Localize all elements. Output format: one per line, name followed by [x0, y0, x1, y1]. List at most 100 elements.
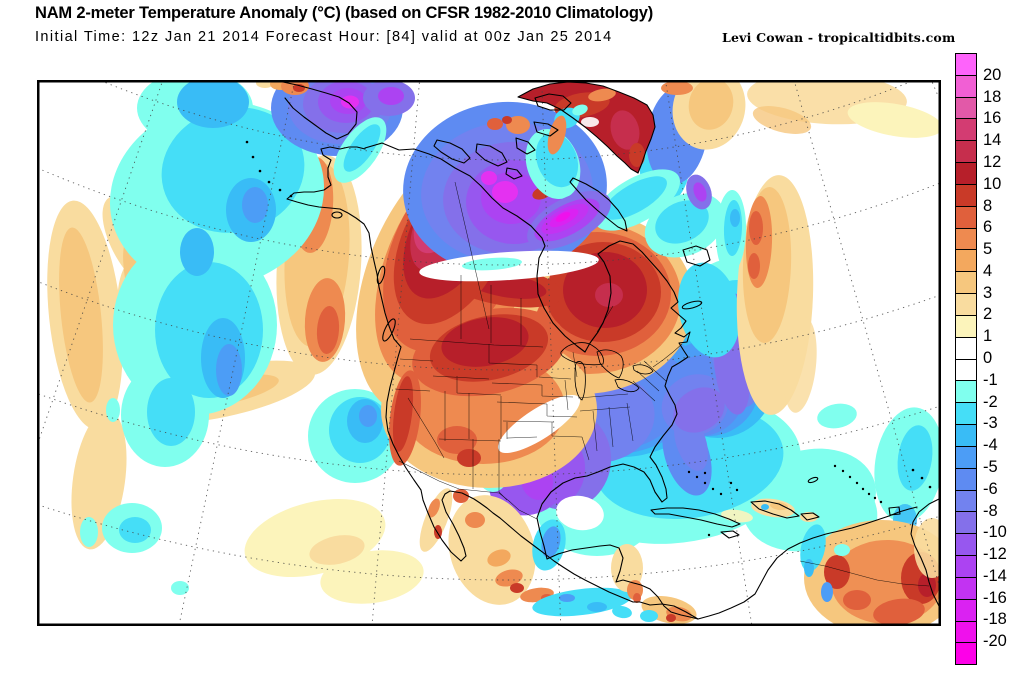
colorbar-tick-label: 0 — [983, 348, 993, 367]
colorbar-tick-label: -5 — [983, 457, 998, 476]
colorbar-tick-label: 12 — [983, 152, 1002, 171]
victoria-island — [475, 143, 508, 167]
colorbar-tick-label: -16 — [983, 588, 1007, 607]
atlantic-features — [661, 82, 939, 540]
hispaniola — [750, 500, 800, 519]
colorbar-cell — [956, 294, 976, 316]
colorbar-cell — [956, 468, 976, 491]
puerto-rico — [800, 512, 820, 521]
vancouver-island — [382, 318, 396, 342]
greenland-warm-region — [518, 82, 655, 173]
colorbar-cell — [956, 184, 976, 207]
colorbar-cell — [956, 446, 976, 469]
colorbar-tick-label: 6 — [983, 218, 993, 237]
colorbar-tick-label: -6 — [983, 479, 998, 498]
colorbar-cell — [956, 577, 976, 600]
colorbar-cell — [956, 250, 976, 273]
colorbar-tick-label: -18 — [983, 610, 1007, 629]
bahamas — [687, 470, 739, 496]
colorbar-tick-label: 20 — [983, 65, 1002, 84]
great-lakes — [560, 342, 654, 401]
haida-gwaii — [376, 265, 386, 285]
colorbar-tick-label: 18 — [983, 87, 1002, 106]
colorbar-tick-label: 1 — [983, 326, 993, 345]
colorbar-tick-label: 14 — [983, 130, 1002, 149]
colorbar-cell — [956, 512, 976, 535]
colorbar-tick-label: -10 — [983, 523, 1007, 542]
colorbar-cell — [956, 163, 976, 185]
colorbar-cell — [956, 337, 976, 360]
colorbar-tick-label: 5 — [983, 239, 993, 258]
colorbar-labels: 20 18 16 14 12 10 8 6 5 4 3 2 1 0 -1 -2 -3 -4 -5 -6 -8 -10 -12… — [983, 53, 1024, 665]
colorbar-tick-label: 8 — [983, 196, 993, 215]
chukotka-coast — [282, 82, 358, 140]
colorbar-cell — [956, 643, 976, 665]
colorbar-tick-label: -3 — [983, 414, 998, 433]
colorbar-cell — [956, 556, 976, 578]
us-mexico-border — [398, 460, 538, 520]
cuba — [650, 507, 741, 528]
colorbar-cell — [956, 381, 976, 404]
colorbar-tick-label: 4 — [983, 261, 993, 280]
map-frame — [37, 80, 941, 626]
colorbar-cell — [956, 206, 976, 229]
kodiak-island — [331, 211, 343, 219]
anticosti-island — [681, 300, 703, 310]
pacific-cold-region — [80, 82, 402, 595]
newfoundland — [682, 245, 711, 267]
colorbar-tick-label: 3 — [983, 283, 993, 302]
arctic-cold-region — [403, 85, 740, 358]
aleutian-islands — [245, 140, 293, 198]
political-borders — [394, 181, 930, 587]
guadeloupe-island — [807, 476, 819, 484]
baffin-island — [569, 177, 628, 232]
colorbar-tick-label: 10 — [983, 174, 1002, 193]
colorbar-cell — [956, 228, 976, 251]
forecast-subtitle: Initial Time: 12z Jan 21 2014 Forecast H… — [35, 29, 613, 45]
colorbar-tick-label: -14 — [983, 566, 1007, 585]
colorbar-cell — [956, 119, 976, 142]
south-america-border — [799, 560, 930, 587]
somerset-island — [515, 137, 536, 155]
state-borders — [394, 344, 667, 501]
greenland-coast — [517, 82, 656, 174]
ellesmere-island — [534, 93, 572, 111]
banks-island — [433, 139, 471, 164]
colorbar-cell — [956, 403, 976, 426]
colorbar-tick-label: -20 — [983, 631, 1007, 650]
colorbar-tick-label: 2 — [983, 305, 993, 324]
colorbar-cell — [956, 97, 976, 120]
trinidad — [888, 506, 901, 516]
devon-island — [533, 121, 559, 137]
colorbar-tick-label: -4 — [983, 435, 998, 454]
page-title: NAM 2-meter Temperature Anomaly (°C) (ba… — [35, 4, 654, 22]
south-america-warm-region — [800, 518, 939, 624]
arctic-islet — [505, 167, 523, 180]
colorbar-cell — [956, 621, 976, 644]
lesser-antilles — [707, 464, 932, 537]
colorbar — [955, 53, 977, 665]
coastlines — [245, 82, 939, 620]
colorbar-cell — [956, 75, 976, 98]
credit-text: Levi Cowan - tropicaltidbits.com — [722, 30, 956, 45]
colorbar-cell — [956, 599, 976, 622]
colorbar-cell — [956, 534, 976, 557]
colorbar-cell — [956, 54, 976, 76]
east-atlantic-coast — [910, 498, 939, 608]
anomaly-map — [37, 80, 941, 626]
colorbar-cell — [956, 141, 976, 164]
colorbar-cell — [956, 315, 976, 338]
jamaica — [720, 530, 740, 539]
us-canada-border — [409, 338, 544, 348]
alaska-yukon-border — [454, 181, 490, 330]
colorbar-cell — [956, 272, 976, 295]
colorbar-cell — [956, 425, 976, 447]
colorbar-tick-label: -2 — [983, 392, 998, 411]
colorbar-tick-label: 16 — [983, 109, 1002, 128]
colorbar-tick-label: -1 — [983, 370, 998, 389]
colorbar-cell — [956, 490, 976, 513]
colorbar-cell — [956, 359, 976, 382]
colorbar-tick-label: -8 — [983, 501, 998, 520]
colorbar-tick-label: -12 — [983, 544, 1007, 563]
